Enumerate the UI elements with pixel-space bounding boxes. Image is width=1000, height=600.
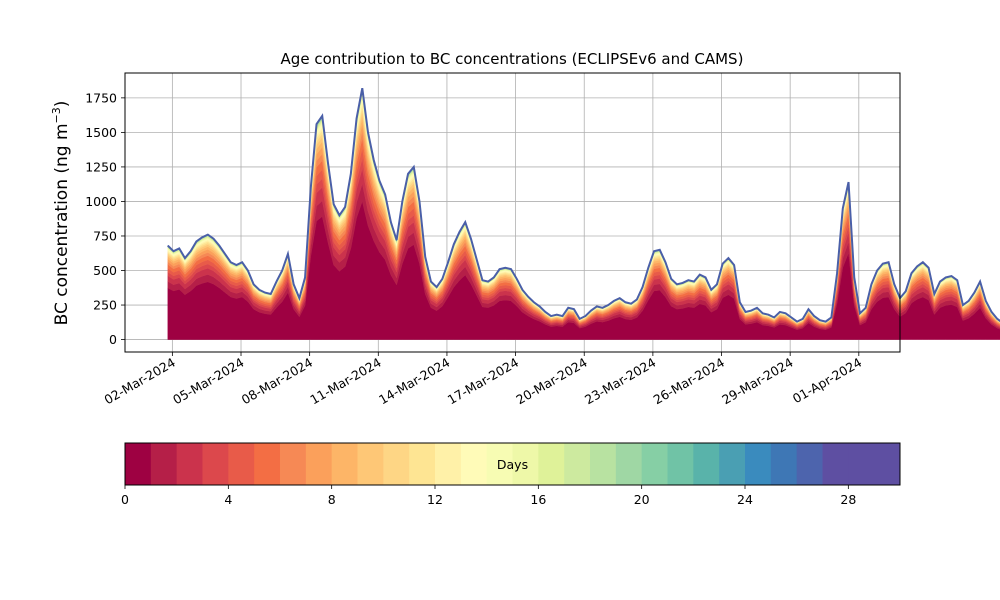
- y-tick-label: 0: [109, 332, 117, 347]
- y-tick-label: 1000: [85, 194, 117, 209]
- colorbar-segment: [486, 443, 513, 485]
- colorbar-segment: [331, 443, 358, 485]
- colorbar-segment: [667, 443, 694, 485]
- colorbar-segment: [822, 443, 849, 485]
- y-tick-label: 1750: [85, 90, 117, 105]
- y-axis-label: BC concentration (ng m−3): [50, 101, 72, 326]
- colorbar-segment: [641, 443, 668, 485]
- area-layer: [167, 88, 1000, 340]
- colorbar-tick-label: 28: [840, 492, 856, 507]
- colorbar-tick-label: 16: [530, 492, 546, 507]
- colorbar-segment: [770, 443, 798, 485]
- y-tick-label: 250: [93, 298, 117, 313]
- colorbar-segment: [590, 443, 617, 485]
- x-tick-label: 01-Apr-2024: [790, 355, 864, 407]
- colorbar-segment: [280, 443, 307, 485]
- colorbar-segment: [745, 443, 772, 485]
- x-tick-label: 23-Mar-2024: [582, 355, 658, 408]
- colorbar-segment: [254, 443, 281, 485]
- x-tick-label: 29-Mar-2024: [719, 355, 795, 408]
- x-tick-label: 26-Mar-2024: [651, 355, 727, 408]
- y-axis-label-text: BC concentration (ng m: [52, 123, 72, 325]
- x-tick-label: 05-Mar-2024: [170, 355, 246, 408]
- y-axis-label-exponent: −3: [50, 107, 63, 123]
- colorbar-segment: [435, 443, 462, 485]
- colorbar-tick-label: 4: [224, 492, 232, 507]
- colorbar-tick-label: 8: [328, 492, 336, 507]
- x-tick-label: 02-Mar-2024: [101, 355, 177, 408]
- colorbar-segment: [150, 443, 178, 485]
- colorbar-label: Days: [497, 457, 528, 472]
- y-tick-label: 1500: [85, 125, 117, 140]
- chart-title: Age contribution to BC concentrations (E…: [281, 50, 744, 68]
- colorbar-segment: [305, 443, 333, 485]
- colorbar-segment: [383, 443, 410, 485]
- colorbar-segment: [796, 443, 823, 485]
- x-tick-label: 08-Mar-2024: [239, 355, 315, 408]
- plot-frame: [124, 72, 901, 353]
- colorbar-segment: [538, 443, 565, 485]
- colorbar-segment: [357, 443, 384, 485]
- total-concentration-line: [167, 88, 1000, 323]
- y-tick-label: 500: [93, 263, 117, 278]
- colorbar-segment: [564, 443, 591, 485]
- colorbar-tick-label: 0: [121, 492, 129, 507]
- colorbar-segment: [409, 443, 436, 485]
- colorbar-segment: [202, 443, 229, 485]
- colorbar-frame: [124, 442, 901, 486]
- x-tick-label: 11-Mar-2024: [307, 355, 383, 408]
- colorbar-segment: [176, 443, 203, 485]
- colorbar-segment: [719, 443, 746, 485]
- x-tick-label: 20-Mar-2024: [513, 355, 589, 408]
- y-tick-label: 1250: [85, 159, 117, 174]
- colorbar-segment: [228, 443, 255, 485]
- colorbar-tick-label: 20: [634, 492, 650, 507]
- colorbar: 0 4 8 12 16 20 24 28 Days: [121, 442, 901, 507]
- y-axis-label-close: ): [52, 101, 72, 108]
- colorbar-segment: [693, 443, 720, 485]
- x-tick-label: 17-Mar-2024: [445, 355, 521, 408]
- y-tick-label: 750: [93, 228, 117, 243]
- colorbar-tick-label: 12: [427, 492, 443, 507]
- colorbar-segment: [848, 443, 875, 485]
- colorbar-segment: [512, 443, 539, 485]
- colorbar-segment: [460, 443, 488, 485]
- x-tick-label: 14-Mar-2024: [376, 355, 452, 408]
- colorbar-tick-label: 24: [737, 492, 753, 507]
- colorbar-segment: [125, 443, 152, 485]
- colorbar-segment: [874, 443, 901, 485]
- colorbar-segment: [615, 443, 643, 485]
